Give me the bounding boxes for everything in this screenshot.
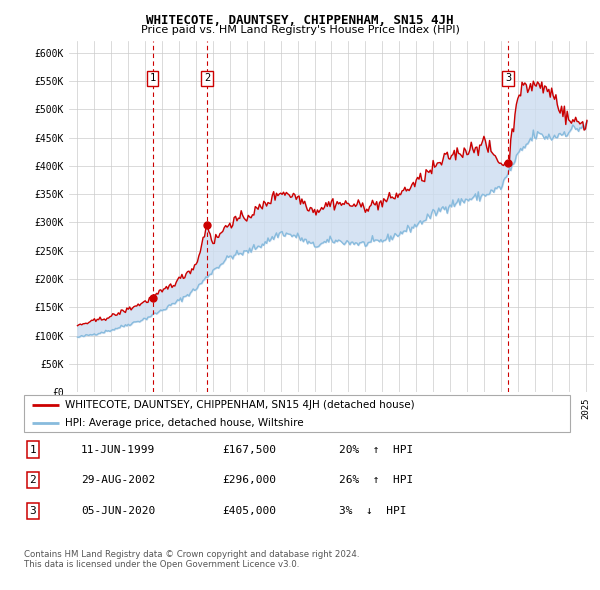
Text: 05-JUN-2020: 05-JUN-2020 bbox=[81, 506, 155, 516]
Text: 1: 1 bbox=[29, 445, 37, 454]
Text: 1: 1 bbox=[149, 73, 156, 83]
Text: 3: 3 bbox=[29, 506, 37, 516]
Text: Contains HM Land Registry data © Crown copyright and database right 2024.: Contains HM Land Registry data © Crown c… bbox=[24, 550, 359, 559]
Text: 29-AUG-2002: 29-AUG-2002 bbox=[81, 476, 155, 485]
Text: This data is licensed under the Open Government Licence v3.0.: This data is licensed under the Open Gov… bbox=[24, 560, 299, 569]
Text: 11-JUN-1999: 11-JUN-1999 bbox=[81, 445, 155, 454]
Text: HPI: Average price, detached house, Wiltshire: HPI: Average price, detached house, Wilt… bbox=[65, 418, 304, 428]
Text: 2: 2 bbox=[204, 73, 211, 83]
Text: WHITECOTE, DAUNTSEY, CHIPPENHAM, SN15 4JH (detached house): WHITECOTE, DAUNTSEY, CHIPPENHAM, SN15 4J… bbox=[65, 400, 415, 410]
Text: £405,000: £405,000 bbox=[222, 506, 276, 516]
Text: 26%  ↑  HPI: 26% ↑ HPI bbox=[339, 476, 413, 485]
Text: 2: 2 bbox=[29, 476, 37, 485]
Text: WHITECOTE, DAUNTSEY, CHIPPENHAM, SN15 4JH: WHITECOTE, DAUNTSEY, CHIPPENHAM, SN15 4J… bbox=[146, 14, 454, 27]
Text: 20%  ↑  HPI: 20% ↑ HPI bbox=[339, 445, 413, 454]
Text: £167,500: £167,500 bbox=[222, 445, 276, 454]
Text: Price paid vs. HM Land Registry's House Price Index (HPI): Price paid vs. HM Land Registry's House … bbox=[140, 25, 460, 35]
Text: 3: 3 bbox=[505, 73, 511, 83]
Text: 3%  ↓  HPI: 3% ↓ HPI bbox=[339, 506, 407, 516]
Text: £296,000: £296,000 bbox=[222, 476, 276, 485]
